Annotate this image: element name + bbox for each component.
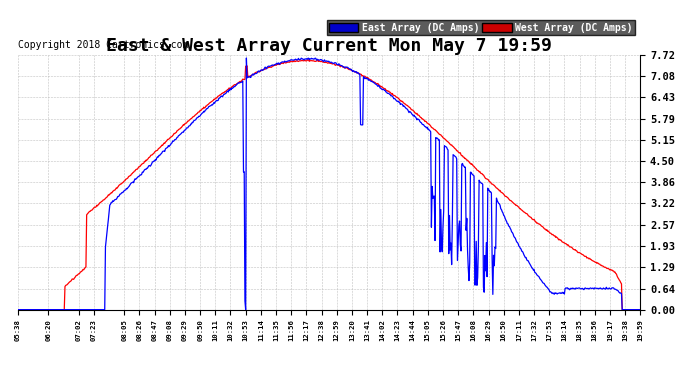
Text: Copyright 2018 Cartronics.com: Copyright 2018 Cartronics.com	[18, 40, 188, 50]
Title: East & West Array Current Mon May 7 19:59: East & West Array Current Mon May 7 19:5…	[106, 37, 552, 55]
Legend: East Array (DC Amps), West Array (DC Amps): East Array (DC Amps), West Array (DC Amp…	[326, 20, 635, 35]
